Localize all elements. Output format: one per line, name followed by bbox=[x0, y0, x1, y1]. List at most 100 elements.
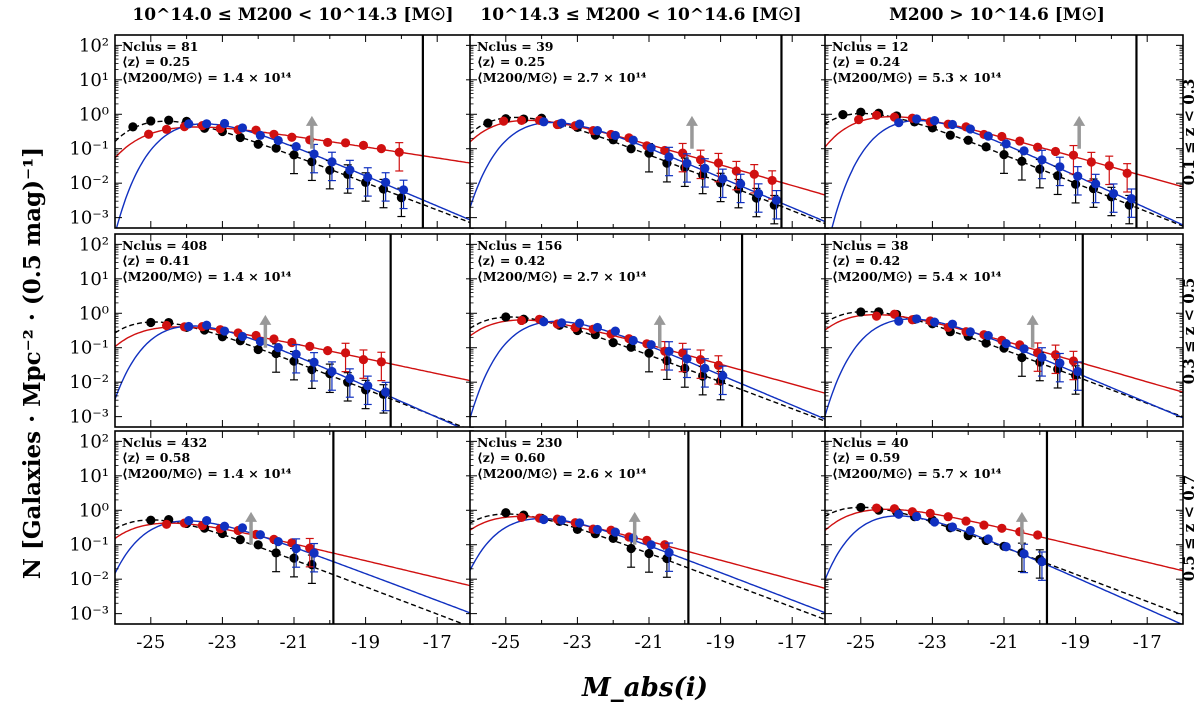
mean-redshift-label: ⟨z⟩ = 0.25 bbox=[122, 54, 190, 69]
data-point-all bbox=[1017, 352, 1027, 363]
data-point-blue bbox=[1037, 352, 1047, 362]
data-point-all bbox=[1053, 171, 1063, 181]
row-label-1: 0.1 ≤ z < 0.3 bbox=[1180, 79, 1198, 186]
y-tick-label: 10⁻³ bbox=[69, 407, 109, 428]
x-tick-label: -25 bbox=[136, 632, 165, 653]
data-point-blue bbox=[202, 320, 212, 330]
mstar-arrow-head bbox=[245, 511, 258, 522]
data-point-blue bbox=[273, 343, 283, 353]
nclus-label: Nclus = 39 bbox=[477, 39, 553, 54]
data-point-blue bbox=[682, 158, 692, 169]
data-point-blue bbox=[363, 381, 373, 391]
data-point-red bbox=[323, 137, 333, 148]
data-point-blue bbox=[1019, 344, 1029, 354]
data-point-blue bbox=[610, 527, 620, 537]
data-point-red bbox=[678, 148, 688, 158]
data-point-blue bbox=[1019, 146, 1029, 156]
data-point-red bbox=[376, 357, 386, 367]
y-tick-label: 10² bbox=[79, 234, 109, 255]
data-point-blue bbox=[664, 152, 674, 162]
data-point-all bbox=[128, 122, 138, 132]
data-point-blue bbox=[912, 314, 922, 324]
data-point-all bbox=[999, 150, 1009, 160]
data-point-red bbox=[889, 309, 900, 319]
mean-redshift-label: ⟨z⟩ = 0.41 bbox=[122, 253, 190, 268]
y-tick-label: 10⁻¹ bbox=[69, 535, 109, 556]
data-point-blue bbox=[1019, 549, 1029, 559]
data-point-red bbox=[660, 145, 670, 156]
data-point-blue bbox=[646, 143, 656, 153]
data-point-red bbox=[516, 512, 527, 523]
data-point-red bbox=[161, 320, 172, 331]
panel-1-2: Nclus = 39⟨z⟩ = 0.25⟨M200/M☉⟩ = 2.7 × 10… bbox=[469, 34, 829, 229]
data-point-blue bbox=[1037, 556, 1047, 567]
y-tick-label: 10¹ bbox=[79, 70, 109, 91]
data-point-all bbox=[289, 150, 299, 160]
data-point-all bbox=[146, 116, 156, 126]
data-point-all bbox=[253, 540, 263, 550]
nclus-label: Nclus = 40 bbox=[832, 435, 909, 450]
data-point-blue bbox=[912, 511, 922, 522]
data-point-blue bbox=[574, 119, 585, 129]
data-point-all bbox=[981, 142, 991, 152]
data-point-all bbox=[253, 344, 263, 355]
data-point-all bbox=[856, 307, 866, 317]
panel-1-3: Nclus = 12⟨z⟩ = 0.24⟨M200/M☉⟩ = 5.3 × 10… bbox=[824, 34, 1184, 229]
data-point-all bbox=[838, 110, 848, 120]
panel-frame bbox=[824, 233, 1184, 428]
nclus-label: Nclus = 81 bbox=[122, 39, 198, 54]
data-point-red bbox=[997, 131, 1007, 142]
data-point-red bbox=[358, 140, 369, 151]
data-point-blue bbox=[273, 537, 283, 547]
data-point-red bbox=[144, 129, 154, 139]
data-point-all bbox=[856, 502, 866, 513]
data-point-blue bbox=[219, 326, 230, 336]
data-point-blue bbox=[646, 340, 656, 350]
data-point-all bbox=[501, 508, 511, 518]
data-point-blue bbox=[202, 515, 212, 526]
data-point-all bbox=[501, 312, 511, 322]
data-point-blue bbox=[345, 373, 355, 384]
x-tick-label: -21 bbox=[990, 632, 1019, 653]
data-point-blue bbox=[736, 179, 746, 189]
x-tick-label: -19 bbox=[1061, 632, 1090, 653]
data-point-red bbox=[749, 169, 759, 179]
x-tick-label: -17 bbox=[1133, 632, 1162, 653]
x-tick-label: -23 bbox=[208, 632, 237, 653]
data-point-red bbox=[340, 348, 351, 358]
data-point-blue bbox=[327, 157, 337, 167]
data-point-red bbox=[269, 334, 279, 344]
y-tick-label: 10⁻³ bbox=[69, 604, 109, 625]
data-point-red bbox=[1068, 356, 1079, 366]
data-point-blue bbox=[539, 514, 549, 525]
mstar-arrow-head bbox=[1026, 314, 1039, 325]
data-point-red bbox=[1068, 150, 1079, 160]
data-point-red bbox=[731, 166, 741, 176]
x-tick-label: -17 bbox=[423, 632, 452, 653]
data-point-blue bbox=[700, 363, 710, 373]
panel-background bbox=[825, 35, 1183, 228]
data-point-blue bbox=[646, 540, 656, 550]
x-tick-label: -21 bbox=[635, 632, 664, 653]
panel-background bbox=[470, 431, 828, 624]
data-point-all bbox=[289, 553, 299, 563]
y-tick-label: 10² bbox=[79, 431, 109, 452]
data-point-red bbox=[871, 110, 882, 120]
data-point-blue bbox=[1108, 188, 1119, 199]
data-point-blue bbox=[1055, 162, 1065, 172]
mstar-arrow-head bbox=[305, 115, 318, 126]
x-axis-label: M_abs(i) bbox=[581, 673, 708, 703]
data-point-red bbox=[1122, 168, 1132, 178]
nclus-label: Nclus = 408 bbox=[122, 238, 207, 253]
y-tick-label: 10² bbox=[79, 35, 109, 56]
data-point-red bbox=[943, 512, 953, 522]
nclus-label: Nclus = 156 bbox=[477, 238, 562, 253]
nclus-label: Nclus = 38 bbox=[832, 238, 909, 253]
data-point-blue bbox=[237, 331, 248, 342]
data-point-red bbox=[925, 508, 935, 518]
mean-mass-label: ⟨M200/M☉⟩ = 2.7 × 10¹⁴ bbox=[477, 70, 647, 85]
mstar-arrow-head bbox=[628, 511, 641, 522]
mstar-arrow-head bbox=[1015, 511, 1028, 522]
data-point-red bbox=[376, 144, 386, 154]
